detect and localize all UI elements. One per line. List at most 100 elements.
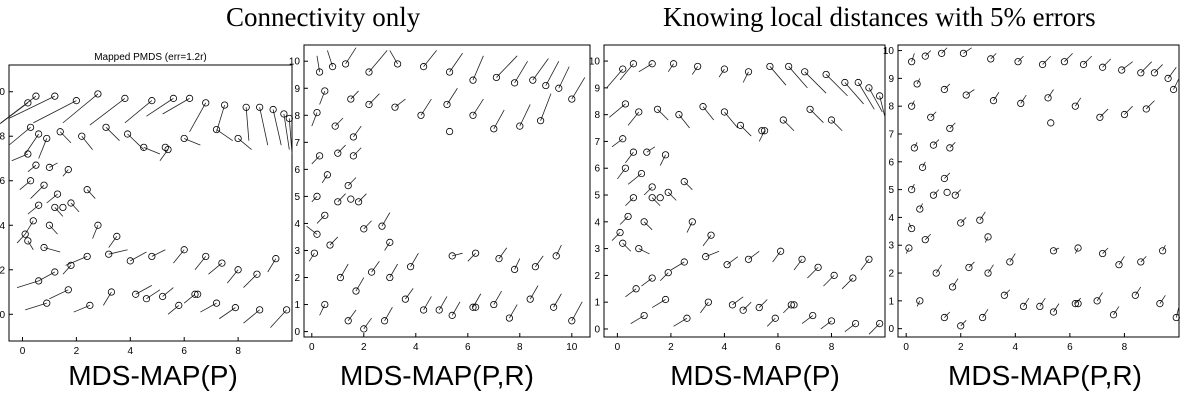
- node-point: [959, 49, 968, 57]
- node-point: [218, 259, 226, 267]
- caption-3: MDS-MAP(P): [670, 360, 840, 391]
- error-line: [321, 174, 328, 184]
- error-line: [353, 125, 362, 138]
- y-tick-label: 1: [594, 298, 600, 309]
- error-line: [27, 164, 37, 173]
- node-point: [148, 97, 156, 105]
- node-point: [624, 212, 632, 221]
- error-line: [173, 249, 185, 264]
- error-line: [1099, 108, 1109, 118]
- node-point: [365, 100, 373, 109]
- node-point: [1049, 308, 1058, 316]
- error-line: [363, 220, 372, 230]
- error-line: [944, 172, 951, 179]
- node-point: [946, 124, 954, 133]
- node-point: [987, 55, 995, 63]
- error-line: [329, 236, 339, 246]
- error-line: [319, 90, 326, 105]
- error-line: [46, 193, 58, 204]
- node-point: [661, 295, 670, 304]
- caption-1: MDS-MAP(P): [68, 360, 238, 391]
- error-line: [1004, 289, 1011, 296]
- error-line: [766, 317, 776, 327]
- node-point: [1131, 291, 1139, 299]
- error-line: [638, 248, 650, 255]
- node-point: [29, 217, 37, 225]
- error-line: [288, 118, 293, 155]
- x-tick-label: 6: [181, 346, 187, 357]
- node-point: [313, 192, 321, 201]
- node-point: [347, 195, 355, 203]
- node-point: [378, 222, 386, 230]
- error-line: [670, 261, 685, 271]
- error-line: [311, 196, 318, 203]
- node-point: [1115, 261, 1123, 269]
- error-line: [627, 173, 642, 185]
- error-line: [783, 119, 795, 132]
- y-tick-label: 10: [883, 46, 895, 57]
- node-point: [640, 218, 648, 226]
- y-tick-label: 4: [0, 221, 5, 232]
- error-line: [124, 100, 153, 124]
- node-point: [758, 127, 766, 135]
- node-point: [777, 247, 785, 255]
- node-point: [94, 90, 102, 98]
- node-point: [94, 221, 102, 229]
- error-line: [371, 261, 380, 273]
- error-line: [558, 66, 570, 89]
- node-point: [1060, 58, 1069, 66]
- caption-2: MDS-MAP(P,R): [340, 360, 534, 391]
- error-line: [337, 144, 346, 154]
- node-point: [72, 97, 80, 105]
- error-line: [924, 233, 932, 240]
- node-point: [865, 84, 873, 92]
- error-line: [960, 217, 967, 224]
- node-point: [1099, 249, 1107, 258]
- node-point: [621, 164, 630, 172]
- error-line: [844, 82, 864, 105]
- node-point: [1006, 258, 1014, 266]
- y-tick-label: 0: [0, 310, 5, 321]
- node-point: [132, 290, 140, 298]
- node-point: [471, 249, 480, 257]
- error-line: [38, 138, 48, 159]
- error-line: [758, 130, 765, 142]
- y-tick-label: 6: [888, 157, 894, 168]
- error-line: [933, 139, 940, 146]
- node-point: [315, 68, 324, 76]
- node-point: [916, 205, 924, 213]
- error-line: [151, 249, 166, 257]
- error-line: [924, 50, 932, 57]
- node-point: [702, 253, 710, 261]
- node-point: [929, 141, 938, 149]
- x-tick-label: 6: [465, 342, 471, 353]
- node-point: [814, 263, 822, 271]
- node-point: [621, 100, 630, 108]
- error-line: [389, 263, 398, 278]
- error-line: [162, 98, 190, 115]
- node-point: [1099, 63, 1107, 71]
- error-line: [625, 288, 637, 298]
- x-tick-label: 8: [1122, 342, 1128, 353]
- error-line: [347, 309, 357, 322]
- error-line: [24, 220, 34, 235]
- node-point: [32, 161, 40, 169]
- plot-frame: [897, 44, 1180, 338]
- node-point: [53, 190, 62, 198]
- error-line: [868, 323, 880, 335]
- error-line: [617, 167, 626, 180]
- node-point: [1079, 60, 1088, 69]
- node-point: [26, 123, 35, 131]
- error-line: [844, 323, 856, 332]
- node-point: [640, 311, 648, 320]
- error-line: [102, 291, 112, 306]
- error-line: [1042, 55, 1052, 65]
- node-point: [386, 273, 394, 282]
- error-line: [643, 186, 653, 196]
- y-tick-label: 0: [294, 327, 300, 338]
- node-point: [185, 94, 194, 102]
- error-line: [643, 221, 653, 231]
- error-line: [62, 93, 99, 124]
- error-line: [237, 138, 252, 150]
- error-line: [33, 100, 77, 124]
